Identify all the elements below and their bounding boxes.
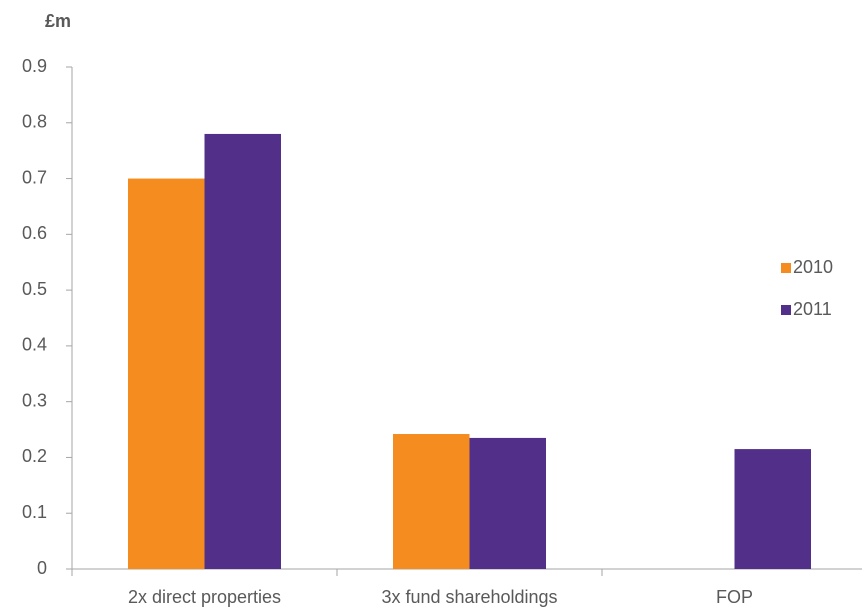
y-tick-label: 0.7 <box>22 167 47 187</box>
y-tick-label: 0.9 <box>22 56 47 76</box>
bar <box>469 437 546 569</box>
x-tick-label: 3x fund shareholdings <box>381 587 557 607</box>
y-tick-label: 0.5 <box>22 279 47 299</box>
y-tick-label: 0 <box>37 558 47 578</box>
y-tick-label: 0.6 <box>22 223 47 243</box>
y-tick-label: 0.2 <box>22 446 47 466</box>
legend-swatch <box>781 305 791 315</box>
y-tick-label: 0.4 <box>22 335 47 355</box>
x-tick-label: 2x direct properties <box>128 587 281 607</box>
y-tick-label: 0.3 <box>22 390 47 410</box>
legend-label: 2011 <box>793 299 832 319</box>
bar <box>734 449 811 569</box>
bar <box>393 434 470 569</box>
legend-swatch <box>781 263 791 273</box>
y-axis-label: £m <box>45 11 71 31</box>
y-tick-label: 0.8 <box>22 112 47 132</box>
bar <box>204 133 281 569</box>
bar <box>128 178 205 570</box>
legend-label: 2010 <box>793 257 833 277</box>
y-tick-label: 0.1 <box>22 502 47 522</box>
x-tick-label: FOP <box>716 587 753 607</box>
